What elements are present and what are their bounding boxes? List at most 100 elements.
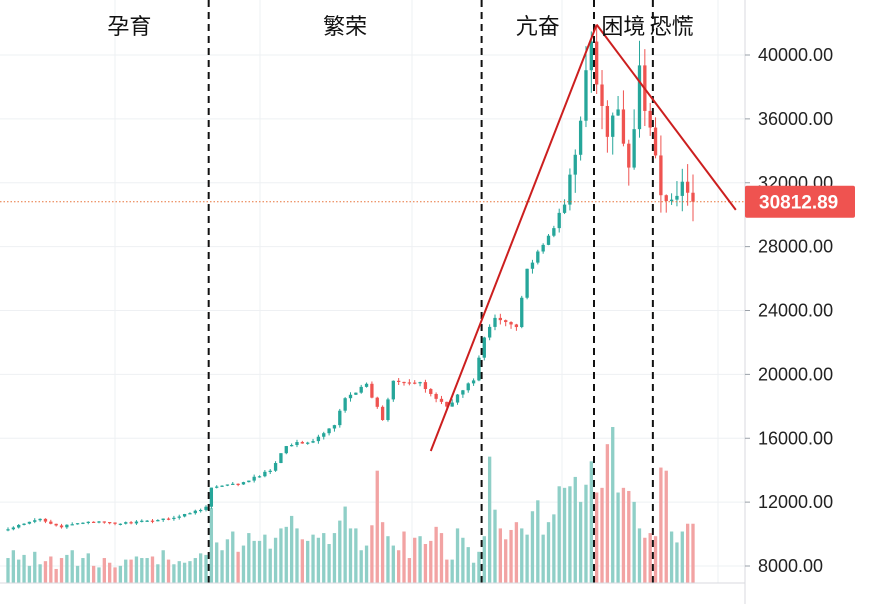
volume-bar [354, 528, 358, 583]
volume-bar [573, 476, 577, 583]
phase-label: 恐慌 [650, 15, 694, 40]
candle-body [215, 486, 219, 488]
volume-bar [482, 536, 486, 583]
trendline [429, 24, 598, 452]
candle-body [402, 381, 406, 384]
volume-bar [193, 558, 197, 583]
volume-bar [605, 444, 610, 583]
y-tick-label: 36000.00 [758, 109, 833, 129]
grid-layer [0, 0, 745, 583]
candle-body [300, 442, 304, 444]
candle-body [91, 521, 96, 523]
volume-bar [241, 545, 246, 583]
volume-bar [685, 523, 690, 583]
candle-body [289, 445, 294, 447]
candle-body [578, 120, 583, 155]
price-axis: 40000.0036000.0032000.0028000.0024000.00… [0, 0, 833, 604]
volume-bar [150, 556, 155, 583]
volume-bar [487, 456, 492, 583]
candle-body [257, 476, 262, 478]
candle-body [546, 235, 551, 245]
volume-bar [161, 550, 165, 583]
volume-bar [81, 558, 85, 583]
volume-bar [611, 427, 615, 583]
volume-bar [86, 553, 90, 583]
candle-body [680, 181, 684, 196]
phase-divider-layer [207, 0, 654, 583]
candle-body [343, 398, 347, 411]
candle-body [198, 509, 203, 512]
volume-bar [263, 534, 267, 583]
volume-bar [215, 542, 219, 583]
volume-bar [156, 564, 160, 583]
candle-body [97, 521, 101, 523]
candle-body [595, 41, 599, 85]
candle-body [172, 517, 176, 520]
candle-body [231, 483, 235, 485]
volume-bar [6, 558, 10, 583]
volume-bar [648, 533, 652, 583]
volume-bar [429, 540, 433, 583]
candle-body [332, 425, 337, 429]
candle-body [6, 529, 10, 531]
candle-body [477, 357, 481, 381]
candle-layer [6, 25, 695, 532]
candle-body [134, 521, 139, 524]
candle-body [182, 514, 187, 517]
volume-bar [343, 506, 347, 583]
volume-bar [637, 528, 642, 583]
candle-body [150, 520, 155, 522]
volume-bar [43, 561, 48, 583]
candle-body [140, 520, 144, 522]
volume-bar [38, 564, 42, 583]
volume-bar [680, 531, 684, 583]
candle-body [241, 482, 246, 485]
volume-bar [59, 558, 64, 583]
candle-body [525, 268, 529, 298]
candle-body [129, 522, 133, 524]
volume-bar [108, 562, 112, 583]
volume-bar [236, 551, 240, 583]
volume-bar [375, 470, 379, 583]
y-tick-label: 40000.00 [758, 45, 833, 65]
phase-label: 亢奋 [516, 15, 560, 40]
volume-bar [49, 556, 53, 583]
volume-bar [669, 531, 674, 583]
candle-body [584, 70, 588, 121]
candle-body [193, 510, 197, 514]
candle-body [653, 127, 658, 156]
candle-body [418, 382, 422, 384]
candle-body [455, 394, 460, 403]
candle-body [386, 399, 390, 421]
last-price-tag-background [745, 185, 855, 218]
volume-bar [632, 501, 636, 583]
candle-body [263, 471, 267, 477]
volume-bar [327, 544, 331, 583]
volume-bar [332, 533, 337, 583]
candle-body [466, 383, 470, 391]
volume-bar [70, 550, 74, 583]
candle-body [434, 393, 438, 399]
candle-body [568, 174, 572, 205]
candle-body [81, 522, 85, 524]
volume-bar [316, 537, 321, 583]
candle-body [273, 463, 278, 471]
volume-bar [33, 551, 37, 583]
volume-bar [434, 526, 438, 583]
candle-body [573, 154, 577, 175]
volume-bar [675, 542, 679, 583]
volume-bar [514, 522, 519, 583]
volume-bar [664, 470, 668, 583]
candle-body [316, 436, 321, 442]
volume-bar [370, 525, 374, 583]
candle-body [445, 401, 449, 407]
volume-bar [493, 509, 497, 583]
candle-body [627, 143, 631, 168]
volume-bar [284, 526, 288, 583]
volume-bar [311, 534, 315, 583]
candle-body [450, 402, 454, 407]
volume-bar [198, 553, 203, 583]
candle-body [493, 317, 497, 327]
candle-body [520, 297, 524, 328]
